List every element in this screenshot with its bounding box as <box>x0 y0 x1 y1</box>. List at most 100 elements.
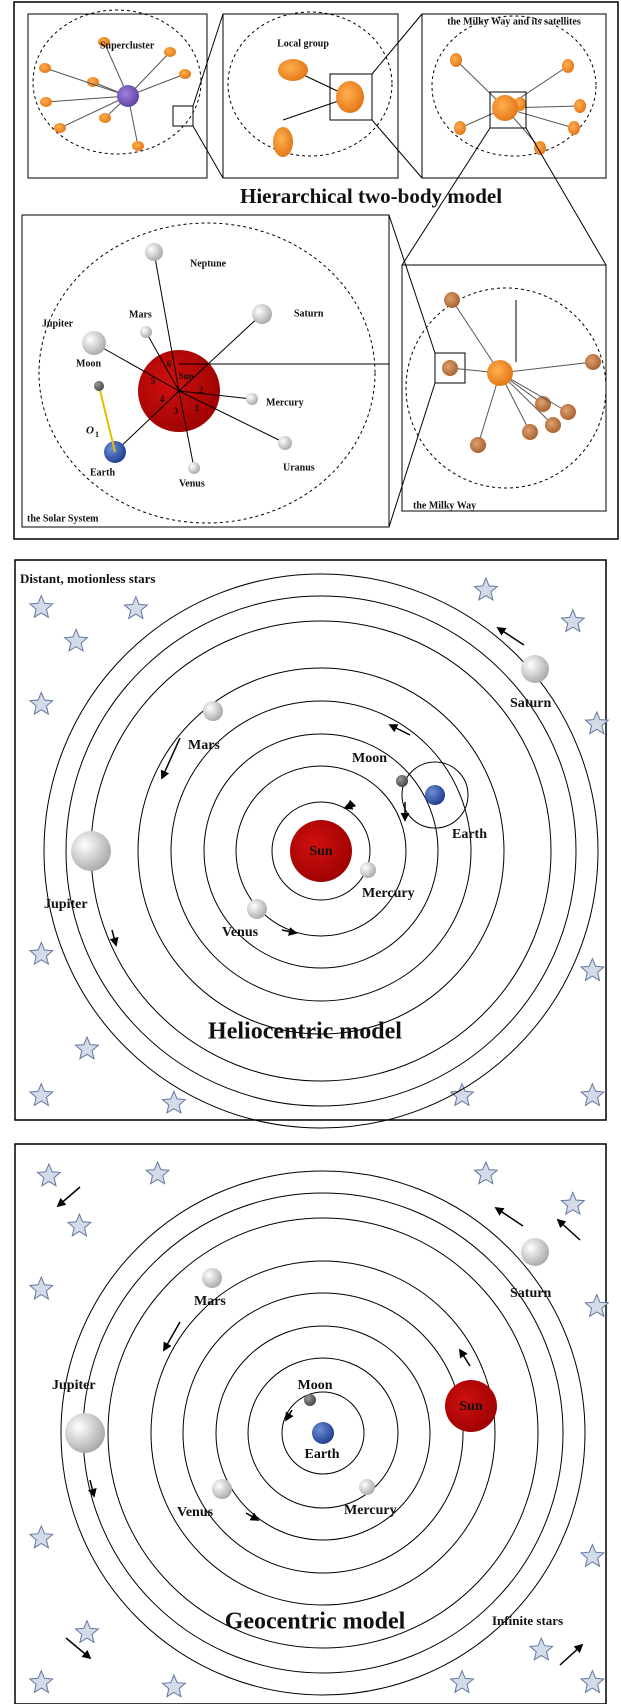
star <box>30 596 53 618</box>
line <box>560 1645 582 1665</box>
label: 1 <box>195 403 200 413</box>
label: 6 <box>167 359 172 369</box>
boundary <box>228 12 392 156</box>
line <box>162 738 180 778</box>
body <box>202 1268 222 1288</box>
label: Venus <box>222 925 259 940</box>
body <box>487 360 513 386</box>
body <box>203 701 223 721</box>
body <box>425 785 445 805</box>
line <box>452 300 500 373</box>
star <box>581 1671 604 1693</box>
star <box>30 1277 53 1299</box>
body <box>535 396 551 412</box>
label: 4 <box>160 394 165 404</box>
body <box>247 899 267 919</box>
label: Earth <box>90 467 115 478</box>
star <box>65 629 88 651</box>
star <box>125 597 148 619</box>
galaxy <box>450 53 462 67</box>
label: Mercury <box>362 886 415 901</box>
body <box>522 424 538 440</box>
label: Jupiter <box>42 318 74 329</box>
star <box>30 1526 53 1548</box>
body <box>585 354 601 370</box>
body <box>94 381 104 391</box>
line <box>496 1208 523 1226</box>
galaxy <box>132 141 144 151</box>
galaxy <box>164 47 176 57</box>
galaxy <box>99 113 111 123</box>
label: Sun <box>178 371 193 381</box>
label: Earth <box>452 827 487 842</box>
label: Moon <box>76 358 101 369</box>
page: SuperclusterLocal groupthe Milky Way and… <box>0 0 621 1704</box>
star <box>30 1084 53 1106</box>
star <box>475 1162 498 1184</box>
label: Venus <box>177 1505 214 1520</box>
label: Mars <box>188 738 220 753</box>
label: Geocentric model <box>225 1609 406 1635</box>
galaxy <box>278 59 308 81</box>
body <box>545 417 561 433</box>
label: Distant, motionless stars <box>20 571 155 586</box>
body <box>444 292 460 308</box>
star <box>163 1675 186 1697</box>
label: Mercury <box>344 1503 397 1518</box>
body <box>312 1422 334 1444</box>
frame <box>173 106 193 126</box>
line <box>372 120 422 178</box>
label: Heliocentric model <box>208 1019 402 1045</box>
galaxy <box>574 99 586 113</box>
star <box>30 1671 53 1693</box>
label: Hierarchical two-body model <box>240 184 502 208</box>
star <box>561 610 584 632</box>
label: Infinite stars <box>492 1613 563 1628</box>
galaxy <box>454 121 466 135</box>
label: Mercury <box>266 397 304 408</box>
star <box>451 1084 474 1106</box>
label: Sun <box>309 844 333 859</box>
body <box>560 404 576 420</box>
label: 2 <box>199 385 204 395</box>
body <box>145 243 163 261</box>
galaxy <box>568 121 580 135</box>
body <box>65 1413 105 1453</box>
line <box>390 725 410 735</box>
body <box>252 304 272 324</box>
label: Earth <box>305 1447 340 1462</box>
label: Neptune <box>190 258 227 269</box>
body <box>442 360 458 376</box>
star <box>561 1192 584 1214</box>
star <box>146 1162 169 1184</box>
label: Moon <box>298 1378 333 1393</box>
line <box>193 14 223 106</box>
line <box>498 628 524 645</box>
label: Jupiter <box>52 1378 96 1393</box>
line <box>66 1638 90 1658</box>
line <box>164 1322 180 1350</box>
galaxy <box>54 123 66 133</box>
label: O <box>86 425 94 437</box>
star <box>76 1621 99 1643</box>
line <box>500 362 593 373</box>
body <box>188 462 200 474</box>
line <box>112 930 116 945</box>
frame <box>422 14 606 178</box>
label: the Solar System <box>27 513 99 524</box>
star <box>585 712 608 734</box>
line <box>45 68 128 96</box>
star <box>451 1671 474 1693</box>
label: Jupiter <box>44 897 88 912</box>
line <box>193 126 223 178</box>
line <box>558 1220 580 1240</box>
boundary <box>406 288 606 488</box>
body <box>140 326 152 338</box>
label: Mars <box>129 309 152 320</box>
star <box>30 692 53 714</box>
label: Saturn <box>510 1286 551 1301</box>
star <box>581 1084 604 1106</box>
label: Local group <box>277 38 329 49</box>
line <box>286 1410 292 1420</box>
body <box>304 1394 316 1406</box>
